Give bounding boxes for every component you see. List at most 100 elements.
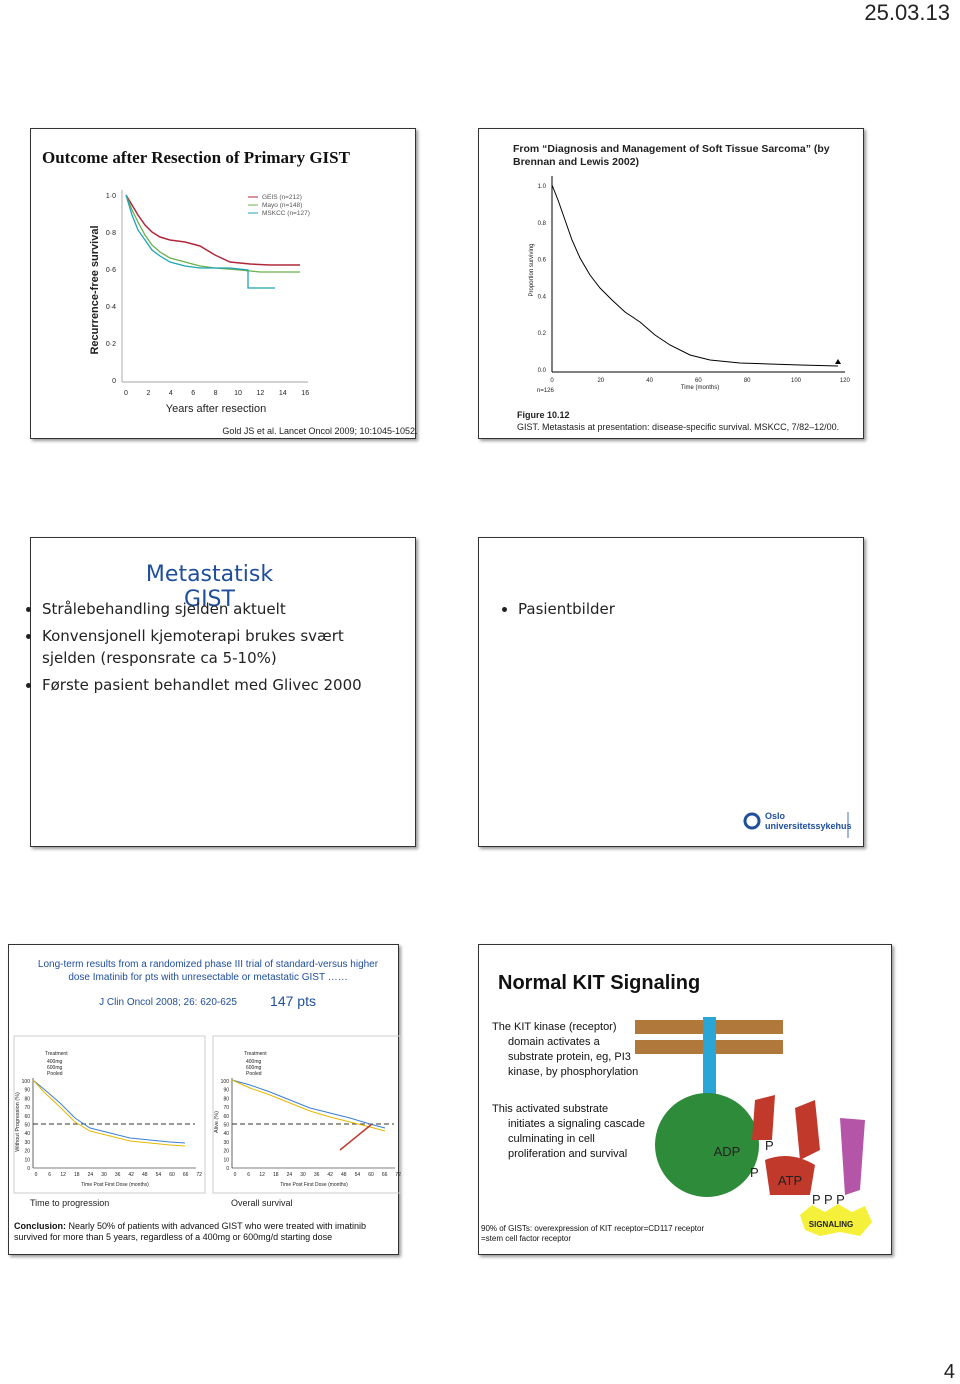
- treatment: 400mg: [246, 1059, 262, 1065]
- y-tick-label: 40: [223, 1131, 229, 1137]
- logo-text: Oslo: [765, 811, 786, 821]
- y-tick-label: 30: [24, 1140, 30, 1146]
- caption: Time to progression: [30, 1198, 109, 1208]
- x-tick-label: 14: [279, 390, 287, 397]
- y-tick-label: 20: [24, 1149, 30, 1155]
- y-tick-label: 60: [24, 1114, 30, 1120]
- y-tick-label: 10: [24, 1157, 30, 1163]
- slide-title: Metastatisk GIST: [145, 562, 274, 612]
- logo-text: universitetssykehus: [765, 821, 852, 831]
- x-tick-label: 18: [273, 1172, 279, 1178]
- y-tick-label: 70: [223, 1105, 229, 1111]
- legend-entry: MSKCC (n=127): [262, 210, 310, 217]
- x-tick-label: 42: [327, 1172, 333, 1178]
- diagram-label: P P P: [812, 1192, 845, 1207]
- x-tick-label: 72: [395, 1172, 401, 1178]
- x-tick-label: 48: [142, 1172, 148, 1178]
- bullet: Konvensjonell kjemoterapi brukes svært s…: [42, 625, 382, 669]
- y-axis-label: Alive (%): [214, 1111, 220, 1133]
- x-tick-label: 40: [646, 378, 653, 384]
- x-tick-label: 12: [257, 390, 265, 397]
- table-header: Treatment: [244, 1051, 267, 1057]
- x-tick-label: 60: [368, 1172, 374, 1178]
- y-tick-label: 90: [24, 1088, 30, 1094]
- x-tick-label: 8: [214, 390, 218, 397]
- paragraph: This activated substrate initiates a sig…: [492, 1103, 645, 1160]
- treatment: 600mg: [246, 1065, 262, 1071]
- heading: dose Imatinib for pts with unresectable …: [68, 972, 347, 983]
- bullet-list: Pasientbilder: [500, 598, 858, 625]
- date: 25.03.13: [864, 0, 950, 25]
- conclusion-text: Nearly 50% of patients with advanced GIS…: [14, 1221, 366, 1242]
- y-tick-label: 30: [223, 1140, 229, 1146]
- diagram-label: P: [765, 1138, 774, 1153]
- slide: [478, 128, 864, 439]
- conclusion: Conclusion: Nearly 50% of patients with …: [14, 1221, 392, 1243]
- treatment: Pooled: [47, 1071, 63, 1077]
- y-tick-label: 0·2: [106, 341, 116, 348]
- treatment: Pooled: [246, 1071, 262, 1077]
- x-tick-label: 48: [341, 1172, 347, 1178]
- y-tick-label: 1·0: [106, 193, 116, 200]
- y-axis-label: Without Progression (%): [15, 1092, 21, 1152]
- table-header: Treatment: [45, 1051, 68, 1057]
- heading: Long-term results from a randomized phas…: [38, 959, 379, 970]
- x-tick-label: 12: [60, 1172, 66, 1178]
- page-number: 4: [944, 1361, 955, 1383]
- y-tick-label: 80: [223, 1096, 229, 1102]
- x-tick-label: 100: [791, 378, 802, 384]
- figure-label: Figure 10.12: [517, 410, 570, 420]
- x-tick-label: 60: [169, 1172, 175, 1178]
- y-tick-label: 40: [24, 1131, 30, 1137]
- x-tick-label: 30: [101, 1172, 107, 1178]
- bullet-list: Strålebehandling sjelden aktuelt Konvens…: [24, 598, 382, 701]
- x-tick-label: 18: [74, 1172, 80, 1178]
- y-tick-label: 0.0: [538, 368, 547, 374]
- x-tick-label: 60: [695, 378, 702, 384]
- x-tick-label: 24: [287, 1172, 293, 1178]
- patients: 147 pts: [270, 993, 316, 1009]
- x-axis-label: Time Post First Dose (months): [81, 1182, 149, 1188]
- x-tick-label: 6: [48, 1172, 51, 1178]
- y-tick-label: 20: [223, 1149, 229, 1155]
- y-tick-label: 100: [221, 1079, 230, 1085]
- x-tick-label: 4: [169, 390, 173, 397]
- y-tick-label: 50: [24, 1123, 30, 1129]
- paragraph: The KIT kinase (receptor) domain activat…: [492, 1021, 639, 1078]
- slide-title: Outcome after Resection of Primary GIST: [42, 148, 350, 167]
- x-tick-label: 0: [35, 1172, 38, 1178]
- x-axis-label: Years after resection: [166, 403, 266, 415]
- x-tick-label: 0: [234, 1172, 237, 1178]
- x-tick-label: 120: [840, 378, 851, 384]
- y-tick-label: 10: [223, 1157, 229, 1163]
- legend-entry: GEIS (n=212): [262, 194, 302, 201]
- caption: Overall survival: [231, 1198, 293, 1208]
- slide-title: Normal KIT Signaling: [498, 972, 701, 994]
- y-axis-label: Recurrence-free survival: [89, 225, 101, 354]
- y-tick-label: 70: [24, 1105, 30, 1111]
- y-tick-label: 0.2: [538, 331, 547, 337]
- y-tick-label: 0.4: [538, 294, 547, 300]
- x-tick-label: 72: [196, 1172, 202, 1178]
- y-tick-label: 100: [22, 1079, 31, 1085]
- slide: [30, 128, 416, 439]
- caption: From “Diagnosis and Management of Soft T…: [513, 143, 830, 155]
- x-tick-label: 20: [597, 378, 604, 384]
- y-tick-label: 0: [27, 1166, 30, 1172]
- slide: [8, 944, 399, 1255]
- y-tick-label: 80: [24, 1096, 30, 1102]
- x-tick-label: 66: [183, 1172, 189, 1178]
- diagram-label: SIGNALING: [809, 1220, 853, 1229]
- x-tick-label: 36: [115, 1172, 121, 1178]
- x-tick-label: 54: [156, 1172, 162, 1178]
- diagram-label: P: [750, 1165, 759, 1180]
- y-axis-label: Proportion surviving: [529, 243, 535, 296]
- y-tick-label: 90: [223, 1088, 229, 1094]
- x-tick-label: 80: [744, 378, 751, 384]
- citation: Gold JS et al. Lancet Oncol 2009; 10:104…: [222, 426, 417, 436]
- y-tick-label: 50: [223, 1123, 229, 1129]
- y-tick-label: 0·6: [106, 267, 116, 274]
- slide: [478, 537, 864, 847]
- x-tick-label: 66: [382, 1172, 388, 1178]
